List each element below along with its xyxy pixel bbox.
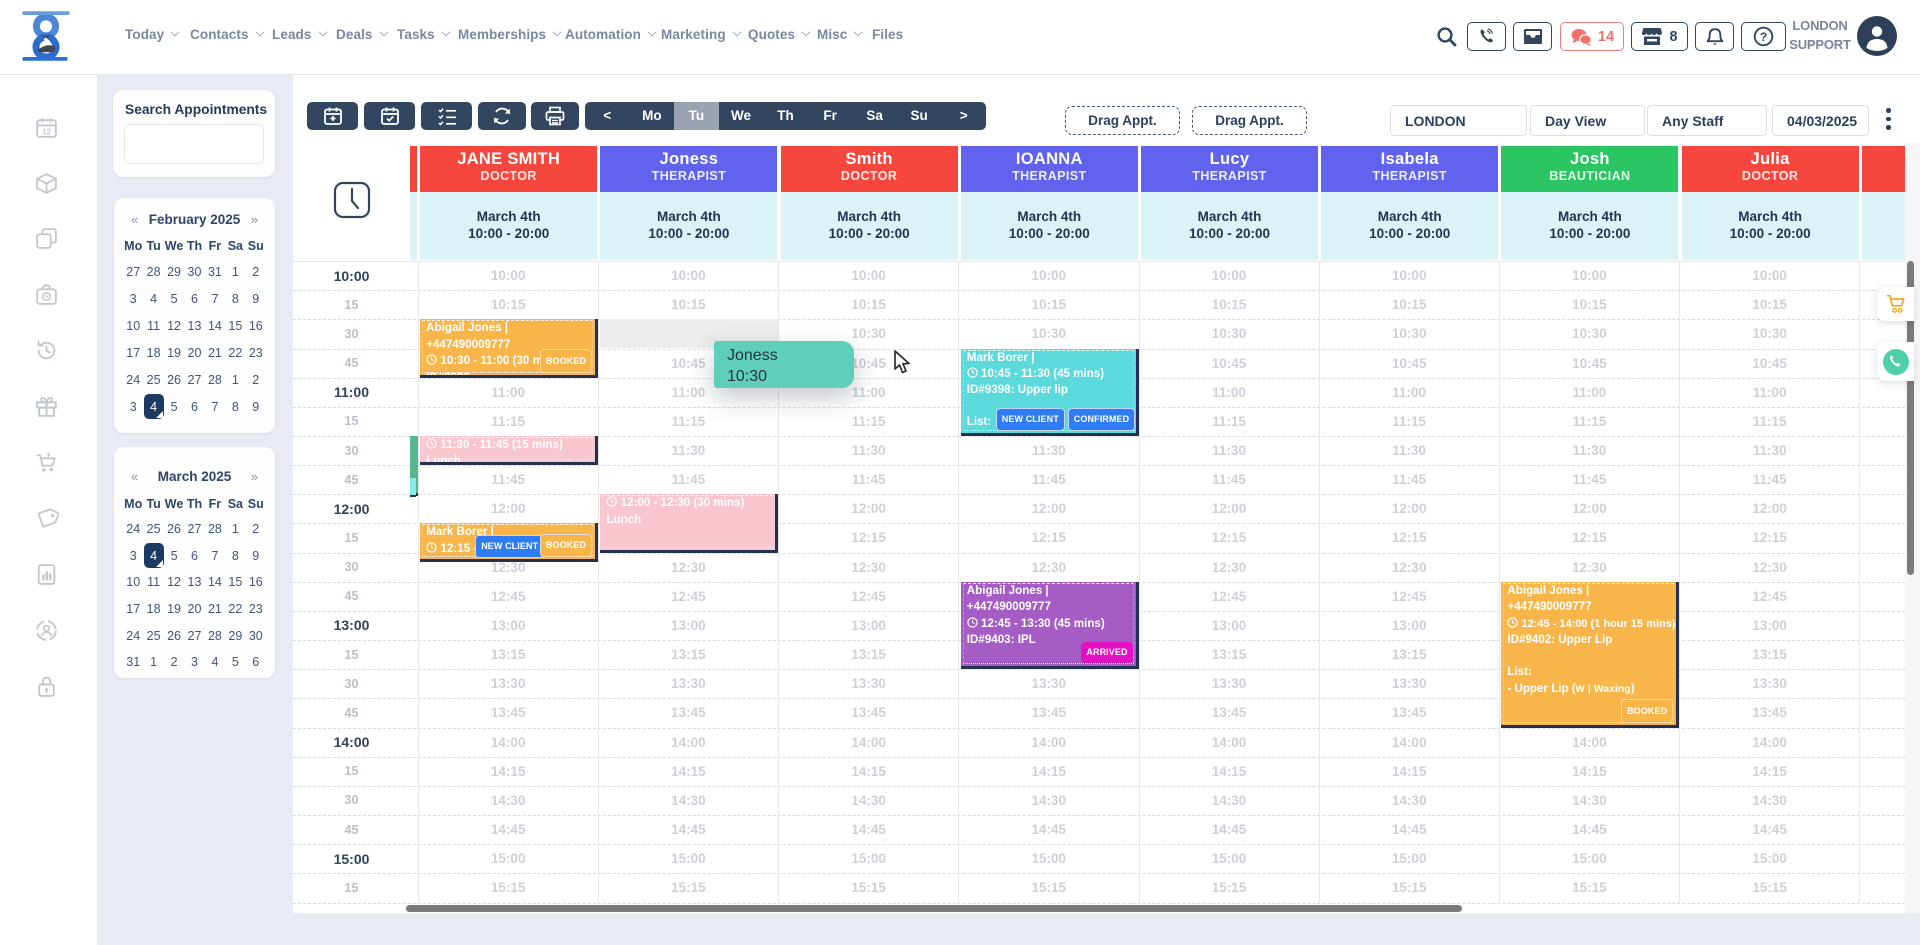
svg-text:?: ? <box>1760 30 1767 44</box>
svg-text:12: 12 <box>42 127 51 136</box>
